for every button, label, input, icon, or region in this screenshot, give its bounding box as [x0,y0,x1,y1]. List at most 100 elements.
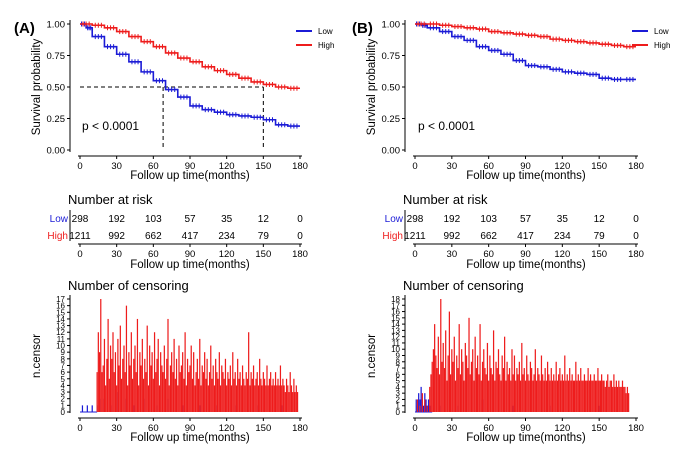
panel-b-cens-bar-high [527,374,529,412]
panel-a-cens-bar-high [107,318,109,412]
panel-a-cens-xlabel: Follow up time(months) [130,432,250,444]
panel-b-cens-bar-high [605,380,608,412]
panel-a-cens-bar-high [210,345,212,412]
panel-b-km-xtick-label: 150 [591,161,607,172]
panel-a-pvalue: p < 0.0001 [82,119,139,133]
panel-a-cens-bar-high [213,385,216,412]
panel-a-cens-bar-high [97,332,99,412]
panel-a-cens-bar-high [96,372,98,412]
panel-b-cens-bar-high [623,386,625,412]
panel-a-cens-bar-high [230,385,233,412]
panel-b-cens-bar-high [556,380,559,412]
panel-a-km-ytick-label: 0.00 [47,146,66,157]
panel-a-cens-bar-high [245,372,247,412]
panel-b-cens-bar-high [489,355,491,412]
panel-b-cens-bar-high [604,386,606,412]
panel-b-cens-ytick-label: 1 [396,402,401,411]
panel-b-cens-ytick-label: 11 [392,339,401,348]
panel-a-cens-bar-high [282,378,284,412]
panel-b-cens-bar-high [424,399,426,412]
panel-b-cens-bar-high [549,380,551,412]
panel-b-cens-bar-high [513,355,516,412]
panel-a-cens-bar-high [98,352,101,412]
panel-b-cens-bar-high [543,380,545,412]
panel-b-cens-ytick-label: 5 [396,377,401,386]
panel-a-cens-bar-high [239,372,241,412]
panel-b-cens-bar-low [425,399,427,412]
panel-a-risk-xtick-label: 180 [292,249,308,260]
panel-a-cens-bar-high [246,378,249,412]
panel-b-cens-bar-high [445,330,447,412]
panel-a-cens-bar-high [233,378,235,412]
panel-a-cens-bar-high [287,385,289,412]
panel-a-cens-bar-high [277,378,279,412]
panel-a-cens-bar-high [147,385,150,412]
panel-a-km-line-low [80,23,300,127]
panel-a-cens-ytick-label: 6 [61,368,66,377]
panel-a-cens-bar-high [113,372,115,412]
panel-a-risk-cell: 79 [258,231,270,242]
panel-b-cens-bar-high [608,386,610,412]
panel-a-cens-bar-high [216,372,218,412]
panel-b-cens-xtick-label: 30 [447,423,458,434]
panel-a-cens-bar-high [162,372,164,412]
panel-b-cens-bar-high [612,386,614,412]
panel-a-cens-bar-high [175,358,178,412]
panel-b-cens-bar-high [569,368,571,412]
panel-b-cens-bar-high [581,380,583,412]
panel-b-cens-bar-high [519,380,522,412]
panel-a-cens-ylabel: n.censor [31,334,43,378]
panel-a-cens-bar-high [281,385,283,412]
panel-b-cens-bar-high [518,361,520,412]
panel-a-cens-bar-high [279,365,282,412]
panel-a-cens-bar-high [257,385,260,412]
panel-b-cens-bar-high [522,374,524,412]
panel-b-risk-cell: 35 [557,214,569,225]
panel-a-risk-cell: 992 [108,231,125,242]
panel-b-cens-bar-high [540,355,543,412]
panel-b-cens-bar-high [447,355,449,412]
panel-a-cens-bar-high [267,385,269,412]
panel-a-cens-bar-high [224,358,227,412]
panel-a-cens-bar-high [278,385,280,412]
panel-a-cens-bar-high [249,385,251,412]
panel-b-cens-bar-high [434,324,436,412]
panel-b-legend-low: Low [654,27,669,36]
panel-a-cens-bar-high [177,385,179,412]
panel-b-cens-bar-high [416,399,419,412]
panel-b-risk-xtick-label: 150 [591,249,607,260]
panel-b-cens-bar-high [546,361,549,412]
panel-a-cens-bar-high [112,332,114,412]
panel-b-cens-bar-high [449,374,452,412]
panel-a-cens-bar-high [197,378,200,412]
panel-a-cens-bar-high [164,378,167,412]
panel-a-risk-cell: 192 [108,214,125,225]
panel-a-tag: (A) [14,20,35,37]
panel-a-cens-xtick-label: 60 [148,423,159,434]
panel-b-cens-bar-high [575,361,577,412]
panel-b-cens-bar-high [490,368,492,412]
panel-b-cens-bar-high [488,380,490,412]
panel-b-risk-xtick-label: 0 [412,249,417,260]
panel-a-risk-cell: 0 [297,231,303,242]
panel-a-cens-bar-high [122,358,124,412]
panel-a-cens-bar-high [276,385,278,412]
panel-a-cens-ytick-label: 10 [56,342,65,351]
panel-b-cens-bar-high [523,368,525,412]
panel-a-cens-xtick-label: 0 [77,423,82,434]
panel-a-cens-bar-high [252,365,255,412]
panel-a-risk-xtick-label: 0 [77,249,82,260]
panel-b-cens-bar-high [484,368,486,412]
panel-b-pvalue: p < 0.0001 [418,119,475,133]
panel-b-risk-cell: 12 [594,214,606,225]
panel-a-risk-cell: 35 [221,214,233,225]
panel-a-cens-bar-high [163,345,165,412]
panel-b-cens-bar-high [585,380,587,412]
panel-a-cens-ytick-label: 9 [61,348,66,357]
panel-b-cens-xtick-label: 60 [483,423,494,434]
panel-a-cens-bar-high [240,385,242,412]
panel-b-cens-bar-high [491,374,493,412]
panel-a-legend-high: High [318,41,334,50]
panel-b: (B) Survival probability Follow up time(… [352,20,670,445]
panel-b-cens-bar-high [599,380,602,412]
